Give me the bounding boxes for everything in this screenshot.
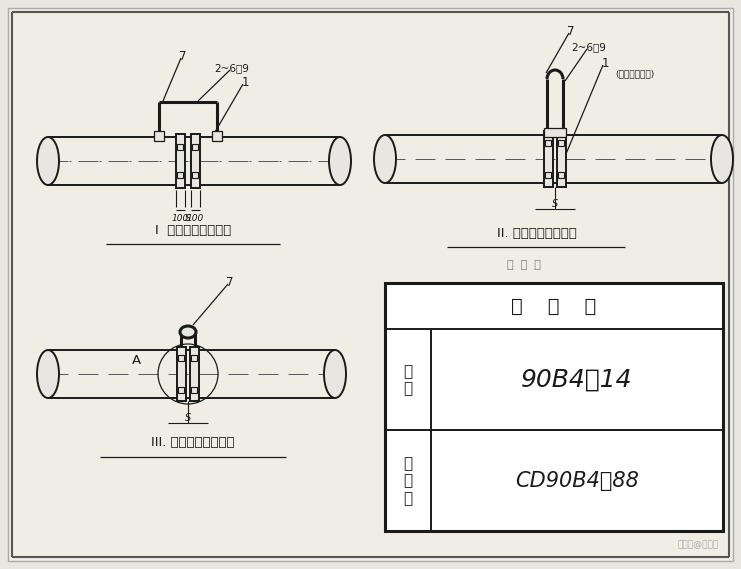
- Bar: [212, 131, 222, 141]
- Bar: [177, 144, 183, 150]
- Bar: [558, 140, 564, 146]
- Bar: [154, 131, 164, 141]
- Text: 2~6、9: 2~6、9: [571, 42, 606, 52]
- Text: (见安装方位图): (见安装方位图): [615, 69, 654, 79]
- Ellipse shape: [37, 137, 59, 185]
- Bar: [191, 387, 197, 393]
- Bar: [192, 144, 198, 150]
- Text: 7: 7: [226, 275, 233, 288]
- Text: CD90B4－88: CD90B4－88: [515, 471, 639, 491]
- Text: S: S: [185, 413, 191, 423]
- Text: I  管道法兰跨接之一: I 管道法兰跨接之一: [155, 224, 231, 237]
- Ellipse shape: [180, 326, 196, 338]
- Text: 标  准  图: 标 准 图: [507, 260, 541, 270]
- Ellipse shape: [37, 350, 59, 398]
- Ellipse shape: [324, 350, 346, 398]
- Bar: [178, 355, 184, 361]
- Text: A: A: [131, 353, 141, 366]
- Text: 90B4．14: 90B4．14: [521, 368, 633, 392]
- Text: 图
号: 图 号: [403, 364, 413, 396]
- Bar: [544, 128, 566, 137]
- Bar: [545, 140, 551, 146]
- Bar: [544, 131, 553, 187]
- Bar: [177, 347, 186, 401]
- Bar: [191, 134, 200, 188]
- Text: 100: 100: [172, 213, 189, 222]
- Bar: [176, 134, 185, 188]
- Text: 标    准    图: 标 准 图: [511, 296, 597, 315]
- Text: S: S: [185, 213, 191, 222]
- Bar: [385, 283, 723, 531]
- Text: III. 管道法兰跨接之三: III. 管道法兰跨接之三: [151, 436, 235, 450]
- Text: S: S: [552, 199, 558, 209]
- Ellipse shape: [711, 135, 733, 183]
- Bar: [558, 172, 564, 178]
- Bar: [557, 131, 566, 187]
- Ellipse shape: [374, 135, 396, 183]
- Text: 标
准
号: 标 准 号: [403, 456, 413, 506]
- Text: 2~6、9: 2~6、9: [215, 63, 250, 73]
- Text: 7: 7: [179, 50, 187, 63]
- Bar: [190, 347, 199, 401]
- Text: 7: 7: [568, 24, 575, 38]
- Text: 100: 100: [187, 213, 204, 222]
- Text: II. 管道法兰跨接之二: II. 管道法兰跨接之二: [497, 226, 577, 240]
- Bar: [191, 355, 197, 361]
- Text: 1: 1: [601, 56, 609, 69]
- Bar: [178, 387, 184, 393]
- Ellipse shape: [329, 137, 351, 185]
- Bar: [192, 172, 198, 178]
- Bar: [177, 172, 183, 178]
- Text: 模拟号@仪表图: 模拟号@仪表图: [678, 540, 719, 549]
- Bar: [545, 172, 551, 178]
- Text: 1: 1: [242, 76, 249, 89]
